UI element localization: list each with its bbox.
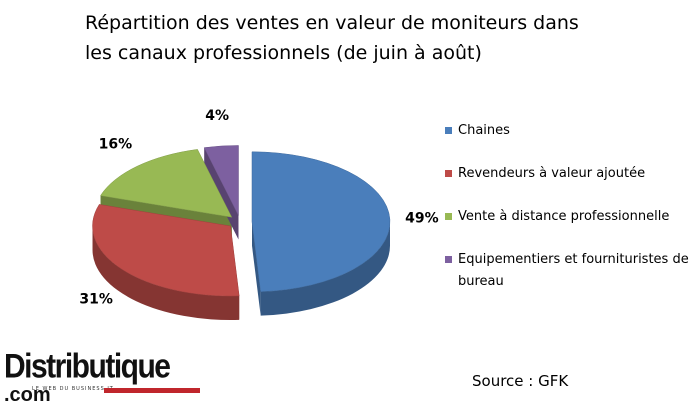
legend-swatch — [445, 213, 452, 220]
logo-suffix: .com — [4, 384, 51, 406]
data-label: 31% — [79, 291, 113, 307]
slice — [251, 151, 391, 292]
slice — [203, 145, 239, 216]
slice-side — [251, 221, 261, 316]
data-label: 4% — [205, 108, 229, 124]
legend-label: Revendeurs à valeur ajoutée — [458, 166, 646, 181]
chart-title: Répartition des ventes en valeur de moni… — [85, 12, 579, 64]
data-label: 49% — [405, 211, 439, 227]
legend-swatch — [445, 127, 452, 134]
legend-label: Equipementiers et fournituristes de bure… — [458, 252, 689, 289]
legend-entry: Vente à distance professionnelle — [445, 206, 690, 228]
logo: Distributique.com LE WEB DU BUSINESS IT — [4, 347, 204, 407]
legend-entry: Equipementiers et fournituristes de bure… — [445, 249, 690, 293]
legend-label: Vente à distance professionnelle — [458, 209, 670, 224]
slice-side — [92, 226, 240, 321]
slice-side — [260, 221, 390, 316]
legend-entry: Chaines — [445, 120, 690, 142]
source: Source : GFK — [472, 372, 569, 390]
legend-swatch — [445, 170, 452, 177]
logo-bar — [104, 388, 200, 393]
data-label: 16% — [99, 136, 133, 152]
logo-name: Distributique — [4, 347, 171, 386]
slice — [100, 149, 233, 218]
legend-swatch — [445, 256, 452, 263]
slice — [92, 204, 240, 297]
legend-label: Chaines — [458, 123, 510, 138]
legend-entry: Revendeurs à valeur ajoutée — [445, 163, 690, 185]
logo-tagline: LE WEB DU BUSINESS IT — [32, 386, 114, 392]
